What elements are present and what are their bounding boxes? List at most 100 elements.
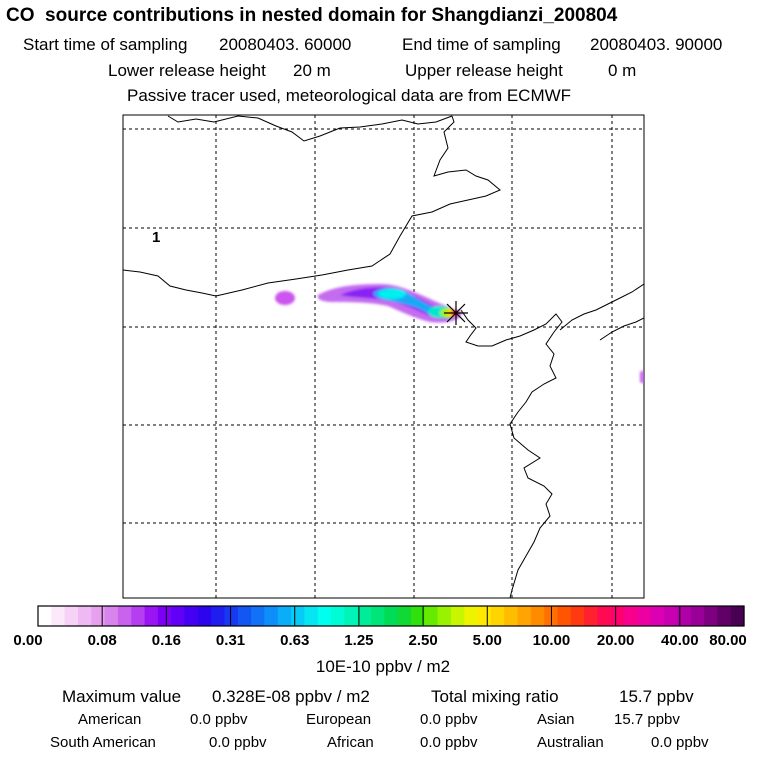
boundary-east (460, 309, 563, 598)
colorbar-swatch (624, 606, 639, 626)
upper-height-value: 0 m (608, 61, 637, 80)
colorbar-swatch (637, 606, 652, 626)
colorbar-tick-label: 0.63 (280, 632, 310, 649)
colorbar-swatch (650, 606, 665, 626)
colorbar-swatch (437, 606, 452, 626)
colorbar-swatch (51, 606, 66, 626)
region-name-african: African (327, 734, 374, 751)
colorbar-tick-label: 10.00 (532, 632, 571, 649)
colorbar-swatch (38, 606, 52, 626)
colorbar-swatch (584, 606, 599, 626)
plume-blob-west (275, 291, 295, 305)
colorbar-tick-label: 5.00 (472, 632, 502, 649)
colorbar-swatch (704, 606, 718, 626)
receptor-marker (444, 301, 468, 325)
colorbar-swatch (304, 606, 319, 626)
colorbar-swatch (64, 606, 79, 626)
upper-height-label: Upper release height (405, 61, 563, 80)
colorbar-swatch (664, 606, 678, 626)
colorbar-swatch (690, 606, 705, 626)
colorbar-swatch (410, 606, 425, 626)
boundary-central (123, 115, 501, 297)
region-name-european: European (306, 711, 372, 728)
colorbar-swatch (251, 606, 266, 626)
colorbar-swatch (570, 606, 585, 626)
colorbar-swatch (184, 606, 199, 626)
max-value-label: Maximum value (62, 687, 182, 706)
colorbar-swatch (291, 606, 306, 626)
co-plume (275, 284, 644, 384)
colorbar-swatch (317, 606, 332, 626)
colorbar-swatch (384, 606, 399, 626)
colorbar-swatch (677, 606, 692, 626)
region-value-african: 0.0 ppbv (420, 734, 478, 751)
colorbar-swatch (464, 606, 479, 626)
colorbar-swatch (264, 606, 279, 626)
colorbar-tick-label: 0.31 (215, 632, 246, 649)
colorbar-swatch (344, 606, 359, 626)
colorbar-tick-label: 0.08 (87, 632, 117, 649)
lower-height-label: Lower release height (108, 61, 266, 80)
colorbar-swatch (224, 606, 239, 626)
end-time-label: End time of sampling (402, 35, 561, 54)
region-value-south-american: 0.0 ppbv (209, 734, 267, 751)
region-value-american: 0.0 ppbv (190, 711, 248, 728)
colorbar-tick-label: 20.00 (596, 632, 635, 649)
colorbar-swatch (424, 606, 439, 626)
colorbar-swatch (490, 606, 505, 626)
colorbar-swatch (610, 606, 625, 626)
colorbar-swatch (397, 606, 412, 626)
region-name-australian: Australian (537, 734, 604, 751)
plume-cyan-a (378, 289, 406, 299)
region-name-south-american: South American (50, 734, 156, 751)
colorbar-swatch (371, 606, 385, 626)
map-boundaries (123, 115, 644, 598)
start-time-value: 20080403. 60000 (219, 35, 352, 54)
end-time-value: 20080403. 90000 (590, 35, 723, 54)
colorbar-swatch (730, 606, 745, 626)
colorbar-frame (37, 605, 745, 627)
colorbar-tick-label: 1.25 (344, 632, 374, 649)
colorbar-swatch (91, 606, 106, 626)
total-mixing-label: Total mixing ratio (431, 687, 559, 706)
colorbar-tick-label: 80.00 (709, 632, 747, 649)
map-gridlines (123, 115, 644, 598)
region-value-australian: 0.0 ppbv (651, 734, 709, 751)
colorbar-tick-label: 2.50 (408, 632, 438, 649)
colorbar-tick-label: 0.00 (13, 632, 43, 649)
colorbar-swatch (144, 606, 159, 626)
map-label-1: 1 (152, 229, 160, 246)
start-time-label: Start time of sampling (23, 35, 188, 54)
region-name-asian: Asian (537, 711, 575, 728)
colorbar-swatch (504, 606, 519, 626)
boundary-north (167, 115, 453, 142)
colorbar-swatch (171, 606, 186, 626)
colorbar-swatch (117, 606, 132, 626)
colorbar-swatch (517, 606, 532, 626)
colorbar-swatch (477, 606, 492, 626)
colorbar-swatch (277, 606, 292, 626)
colorbar-swatch (104, 606, 119, 626)
colorbar-tick-label: 0.16 (151, 632, 181, 649)
plume-edge-east (640, 370, 644, 384)
colorbar-swatch (597, 606, 612, 626)
total-mixing-value: 15.7 ppbv (619, 687, 694, 706)
colorbar-swatch (450, 606, 465, 626)
colorbar-swatch (331, 606, 345, 626)
colorbar-swatch (211, 606, 226, 626)
colorbar-swatch (131, 606, 146, 626)
colorbar-swatch (357, 606, 372, 626)
colorbar-swatch (157, 606, 172, 626)
colorbar-swatch (237, 606, 252, 626)
colorbar-swatch (197, 606, 212, 626)
colorbar-tick-label: 40.00 (661, 632, 699, 649)
boundary-peninsula (559, 283, 644, 331)
map-frame (122, 114, 645, 599)
region-value-asian: 15.7 ppbv (614, 711, 680, 728)
region-name-american: American (78, 711, 142, 728)
colorbar-swatch (530, 606, 545, 626)
colorbar-swatch (717, 606, 732, 626)
colorbar-swatch (557, 606, 572, 626)
colorbar (37, 605, 745, 627)
